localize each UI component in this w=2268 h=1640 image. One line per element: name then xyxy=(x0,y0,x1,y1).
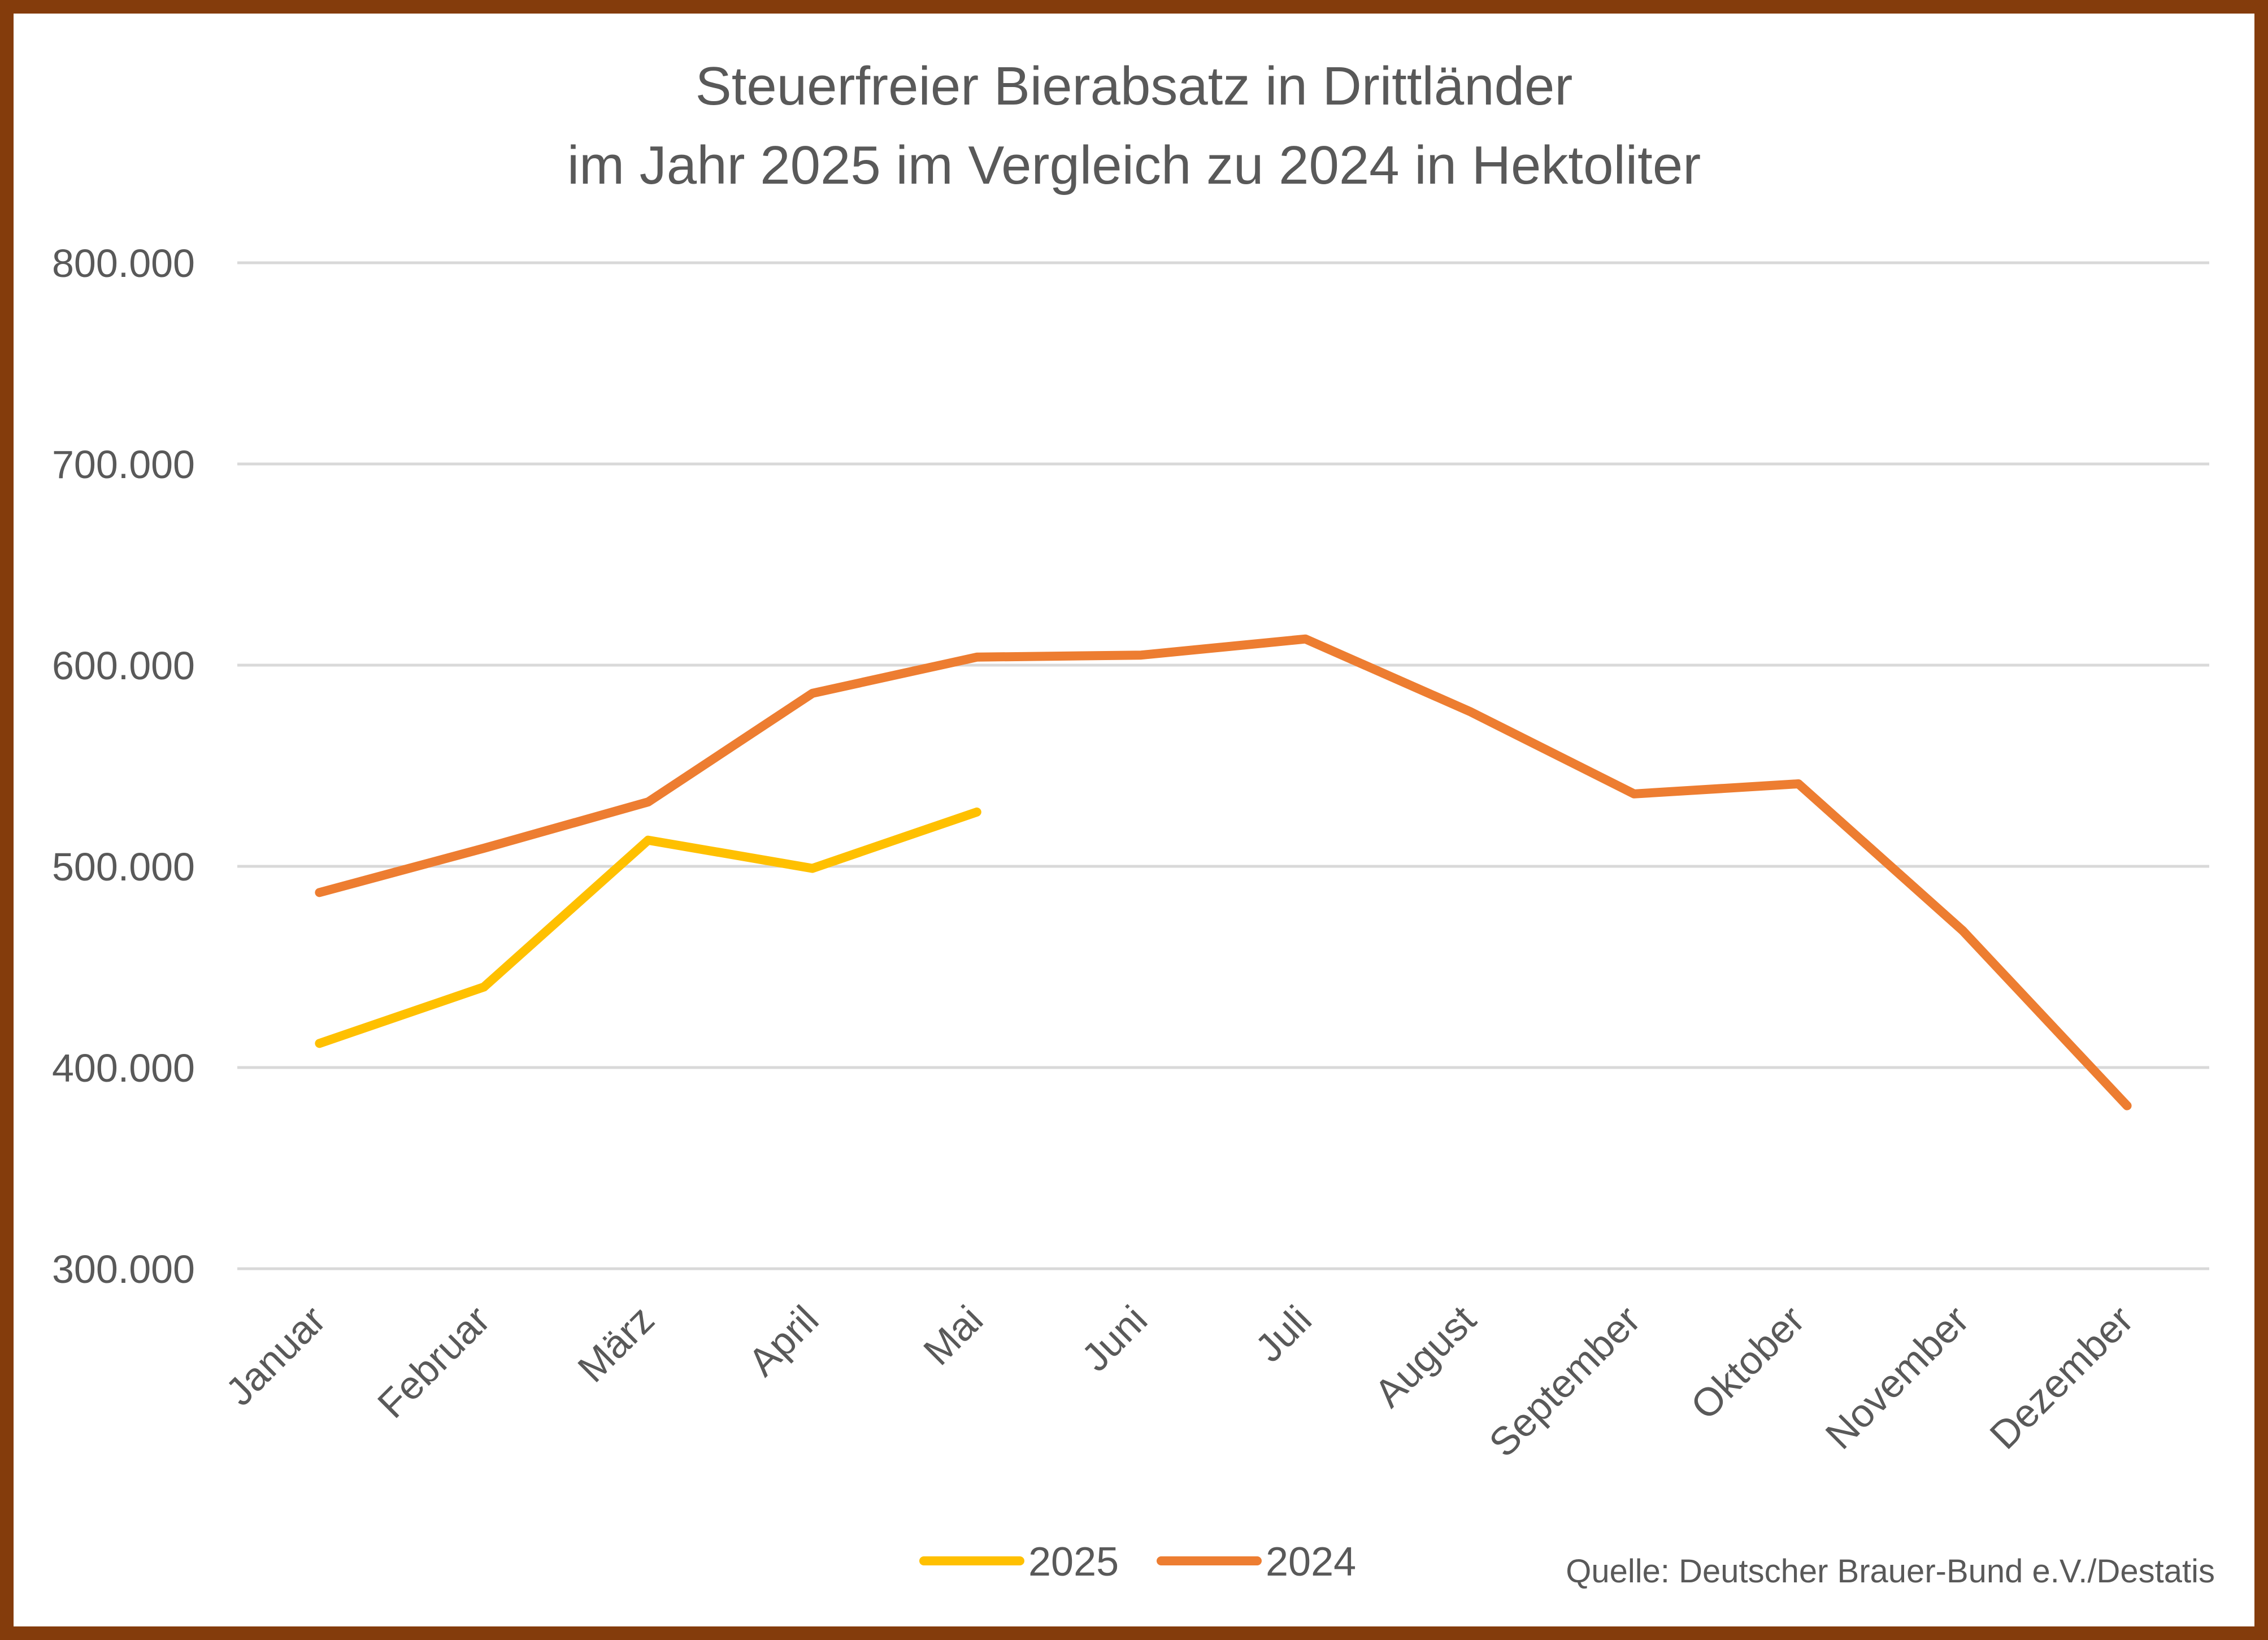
x-tick-label: Oktober xyxy=(1682,1297,1813,1428)
source-note: Quelle: Deutscher Brauer-Bund e.V./Desta… xyxy=(1566,1553,2215,1590)
y-tick-label: 700.000 xyxy=(52,442,195,487)
series-lines xyxy=(315,634,2132,1110)
legend: 2025 2024 xyxy=(919,1539,1356,1585)
x-tick-label: März xyxy=(570,1297,663,1390)
y-tick-label: 800.000 xyxy=(52,241,195,285)
legend-label-2024: 2024 xyxy=(1266,1539,1356,1585)
y-tick-label: 300.000 xyxy=(52,1247,195,1291)
x-tick-label: Februar xyxy=(369,1297,498,1426)
series-line-2025 xyxy=(315,807,981,1048)
x-tick-label: Juni xyxy=(1073,1297,1155,1379)
chart-title: Steuerfreier Bierabsatz in Drittländer xyxy=(696,56,1573,116)
x-tick-label: April xyxy=(740,1297,827,1384)
legend-label-2025: 2025 xyxy=(1028,1539,1119,1585)
x-tick-label: September xyxy=(1480,1297,1648,1465)
x-tick-label: Mai xyxy=(915,1297,991,1373)
chart-subtitle: im Jahr 2025 im Vergleich zu 2024 in Hek… xyxy=(567,135,1701,196)
gridlines xyxy=(237,261,2209,1270)
x-tick-label: Januar xyxy=(218,1297,334,1414)
y-tick-label: 400.000 xyxy=(52,1046,195,1090)
x-axis-tick-labels: Januar Februar März April Mai Juni Juli AugustS… xyxy=(218,1297,2142,1465)
x-tick-label: Dezember xyxy=(1982,1297,2141,1457)
y-axis-tick-labels: 300.000 400.000 500.000 600.000 700.000 800.0… xyxy=(52,241,195,1291)
y-tick-label: 500.000 xyxy=(52,845,195,889)
series-line-2024 xyxy=(315,634,2132,1110)
y-tick-label: 600.000 xyxy=(52,644,195,688)
x-tick-label: November xyxy=(1817,1297,1977,1457)
x-tick-label: Juli xyxy=(1247,1297,1320,1370)
x-tick-label: August xyxy=(1366,1297,1484,1415)
